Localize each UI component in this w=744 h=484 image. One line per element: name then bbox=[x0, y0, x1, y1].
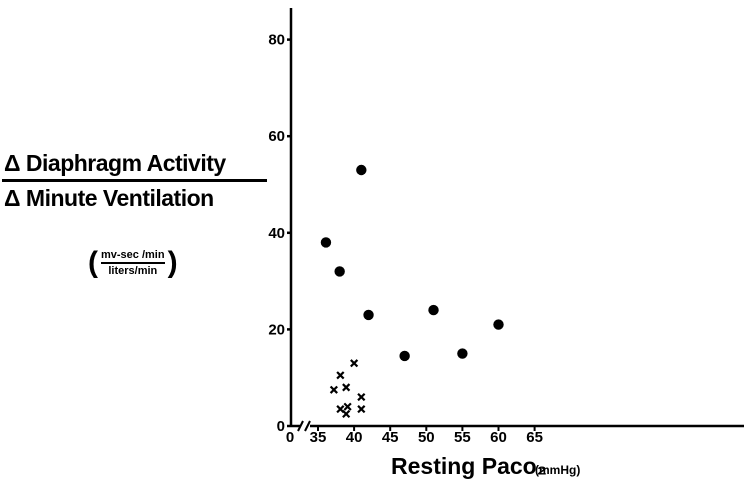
data-point-circle bbox=[493, 319, 504, 330]
y-label-numerator: Δ Diaphragm Activity bbox=[4, 150, 226, 176]
y-label-denominator: Δ Minute Ventilation bbox=[4, 185, 214, 211]
data-point-circle bbox=[457, 348, 468, 359]
data-point-x bbox=[357, 392, 366, 402]
data-point-x bbox=[357, 405, 366, 414]
data-point-x bbox=[336, 371, 345, 380]
x-axis-units: (mmHg) bbox=[535, 463, 580, 477]
data-point-circle bbox=[363, 309, 374, 321]
data-point-circle bbox=[399, 350, 410, 362]
y-units-numerator: mv-sec /min bbox=[101, 249, 165, 262]
data-point-x bbox=[329, 385, 338, 394]
x-tick-label: 55 bbox=[454, 429, 471, 446]
y-tick-label: 20 bbox=[268, 321, 285, 338]
x-marker-stroke bbox=[357, 405, 366, 414]
axes bbox=[289, 8, 744, 432]
axis-break-mark bbox=[297, 420, 304, 432]
y-axis-ticks: 0 20 40 60 80 bbox=[268, 32, 291, 435]
x-tick-label: 50 bbox=[418, 429, 435, 446]
y-axis-units: ( mv-sec /min liters/min ) bbox=[88, 248, 178, 278]
data-point-x bbox=[342, 383, 351, 392]
x-marker-stroke bbox=[342, 383, 351, 392]
x-marker-stroke bbox=[329, 385, 338, 394]
y-tick-label: 80 bbox=[268, 32, 285, 49]
x-axis-label: Resting Paco₂ bbox=[391, 453, 547, 479]
x-axis-ticks: 0 35 40 45 50 55 60 65 bbox=[286, 426, 543, 446]
x-tick-label: 60 bbox=[490, 429, 507, 446]
data-points bbox=[320, 164, 504, 419]
x-tick-label: 35 bbox=[310, 429, 327, 446]
right-paren: ) bbox=[167, 246, 178, 279]
x-marker-stroke bbox=[357, 392, 366, 402]
x-tick-label: 45 bbox=[382, 429, 399, 446]
x-marker-stroke bbox=[336, 371, 345, 380]
x-marker-stroke bbox=[350, 359, 359, 368]
y-axis-label: Δ Diaphragm Activity Δ Minute Ventilatio… bbox=[2, 150, 270, 212]
data-point-circle bbox=[320, 237, 332, 248]
left-paren: ( bbox=[88, 246, 98, 279]
x-tick-label: 40 bbox=[346, 429, 363, 446]
x-tick-label: 65 bbox=[526, 429, 543, 446]
y-units-denominator: liters/min bbox=[108, 264, 158, 277]
data-point-x bbox=[343, 402, 352, 411]
y-units-fraction: mv-sec /min liters/min bbox=[98, 249, 168, 277]
axis-break-mark bbox=[304, 420, 311, 432]
data-point-circle bbox=[428, 304, 439, 316]
data-point-circle bbox=[356, 164, 367, 176]
data-point-x bbox=[350, 359, 359, 368]
y-label-fraction-bar bbox=[2, 179, 267, 182]
y-tick-label: 60 bbox=[268, 128, 285, 145]
x-tick-label: 0 bbox=[286, 429, 294, 446]
y-tick-label: 40 bbox=[268, 225, 285, 242]
x-marker-stroke bbox=[343, 402, 352, 411]
y-tick-label: 0 bbox=[277, 418, 285, 435]
x-marker-stroke bbox=[336, 405, 345, 414]
data-point-circle bbox=[334, 266, 345, 277]
data-point-x bbox=[342, 409, 351, 419]
y-units-fraction-bar bbox=[101, 262, 165, 264]
x-marker-stroke bbox=[342, 409, 351, 419]
